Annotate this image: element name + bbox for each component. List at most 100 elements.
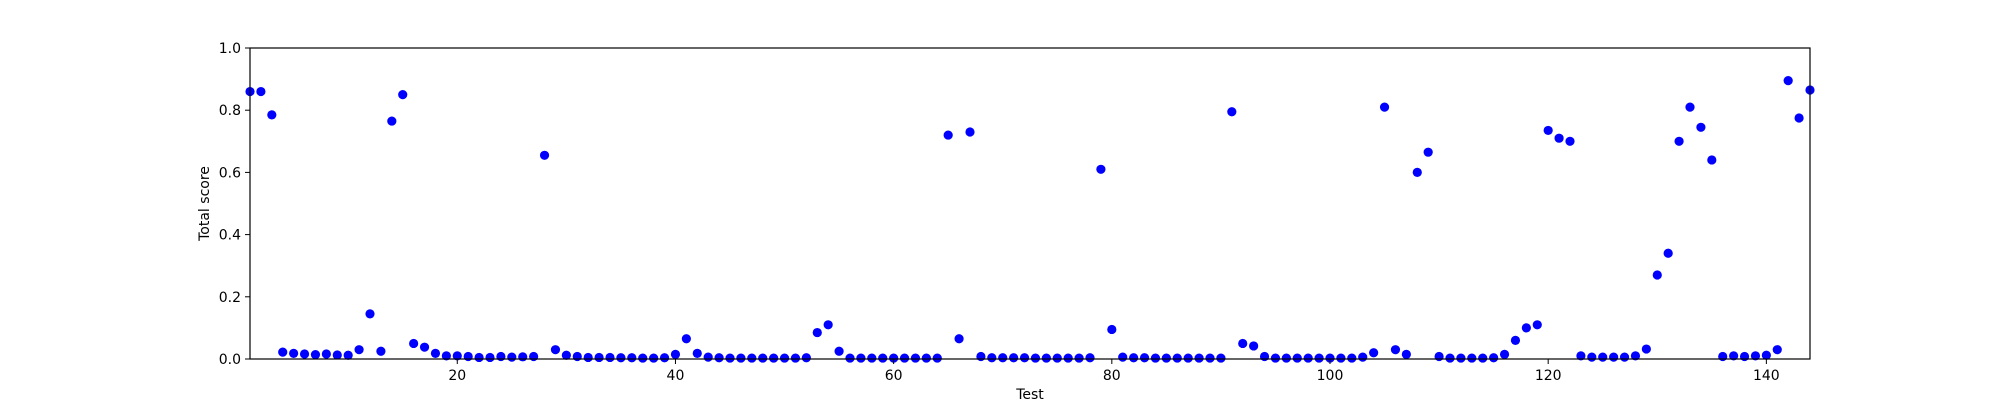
- data-point: [1085, 353, 1095, 363]
- data-point: [1423, 147, 1433, 157]
- data-point: [1456, 353, 1466, 363]
- data-point: [1489, 353, 1499, 363]
- data-point: [529, 351, 539, 362]
- data-point: [1216, 353, 1226, 363]
- y-axis-ticks: 0.0 0.2 0.4 0.6 0.8 1.0: [219, 41, 250, 368]
- data-point: [1554, 133, 1564, 143]
- data-point: [550, 345, 561, 355]
- data-point: [605, 352, 615, 363]
- data-point: [1336, 353, 1346, 363]
- data-point: [1183, 353, 1193, 363]
- data-point: [1641, 344, 1651, 354]
- data-point: [1510, 335, 1521, 345]
- data-point: [1019, 353, 1030, 363]
- y-tick-label: 0.6: [219, 165, 241, 181]
- data-point: [714, 353, 724, 363]
- data-point: [965, 127, 975, 137]
- x-axis-ticks: 20 40 60 80 100 120 140: [448, 359, 1780, 384]
- data-point: [878, 353, 888, 363]
- data-point: [1194, 353, 1204, 363]
- data-point: [583, 352, 593, 363]
- x-tick-label: 80: [1103, 368, 1121, 384]
- data-point: [1696, 122, 1706, 132]
- data-point: [518, 352, 528, 362]
- data-point: [1238, 338, 1248, 349]
- data-point: [1227, 107, 1237, 117]
- data-point: [921, 353, 931, 363]
- data-point: [1652, 270, 1662, 280]
- data-point: [1325, 353, 1335, 363]
- data-point: [572, 351, 582, 362]
- data-point: [1249, 341, 1259, 351]
- data-point: [1041, 353, 1051, 363]
- data-point: [1009, 353, 1019, 363]
- data-point: [1129, 353, 1139, 363]
- data-point: [321, 349, 331, 359]
- data-point: [1118, 352, 1128, 362]
- data-point: [278, 347, 288, 357]
- data-point: [769, 353, 779, 363]
- data-point: [627, 353, 637, 363]
- data-point: [1150, 353, 1161, 363]
- data-point: [1281, 353, 1291, 363]
- data-point: [998, 353, 1008, 363]
- data-point: [910, 353, 921, 363]
- data-point: [1674, 136, 1684, 146]
- data-point: [932, 353, 942, 363]
- data-point: [1783, 76, 1793, 86]
- data-point: [1707, 155, 1717, 165]
- data-point: [1401, 349, 1411, 359]
- data-point: [1161, 353, 1171, 363]
- data-point: [1565, 136, 1575, 146]
- y-tick-label: 0.0: [219, 352, 241, 368]
- data-point: [703, 352, 713, 362]
- y-axis-label: Total score: [197, 166, 213, 242]
- data-point: [1739, 351, 1750, 362]
- data-point: [332, 350, 342, 360]
- data-point: [779, 353, 790, 363]
- data-point: [1292, 353, 1302, 363]
- plot-area-frame: [249, 47, 1811, 360]
- data-point: [823, 320, 833, 330]
- data-point: [256, 86, 266, 97]
- data-point: [736, 353, 746, 363]
- data-point: [649, 353, 659, 363]
- data-point: [594, 352, 604, 363]
- y-tick-label: 0.8: [219, 103, 241, 119]
- data-point: [409, 338, 419, 349]
- data-point: [1303, 353, 1313, 363]
- data-point: [1259, 351, 1270, 362]
- points-layer: [245, 76, 1815, 363]
- x-tick-label: 20: [448, 368, 466, 384]
- data-point: [387, 116, 397, 126]
- x-tick-label: 100: [1317, 368, 1344, 384]
- data-point: [856, 353, 866, 363]
- data-point: [1609, 352, 1619, 362]
- data-point: [398, 90, 408, 100]
- data-point: [441, 351, 451, 361]
- data-point: [1096, 164, 1106, 174]
- data-point: [561, 350, 571, 360]
- data-point: [1379, 102, 1390, 112]
- data-point: [1619, 352, 1630, 362]
- data-point: [1587, 352, 1597, 362]
- data-point: [496, 351, 506, 362]
- data-point: [1478, 353, 1488, 363]
- data-point: [976, 351, 986, 362]
- data-point: [1445, 353, 1455, 363]
- data-point: [889, 353, 899, 363]
- data-point: [1390, 345, 1401, 355]
- data-point: [1598, 352, 1608, 362]
- data-point: [1663, 248, 1673, 258]
- data-point: [1347, 353, 1357, 363]
- data-point: [343, 350, 353, 360]
- data-point: [801, 353, 811, 363]
- data-point: [267, 110, 277, 120]
- data-point: [1761, 350, 1771, 360]
- data-point: [485, 352, 495, 363]
- data-point: [1369, 348, 1379, 358]
- x-axis-label: Test: [1015, 387, 1044, 400]
- data-point: [1052, 353, 1062, 363]
- data-point: [1434, 351, 1444, 362]
